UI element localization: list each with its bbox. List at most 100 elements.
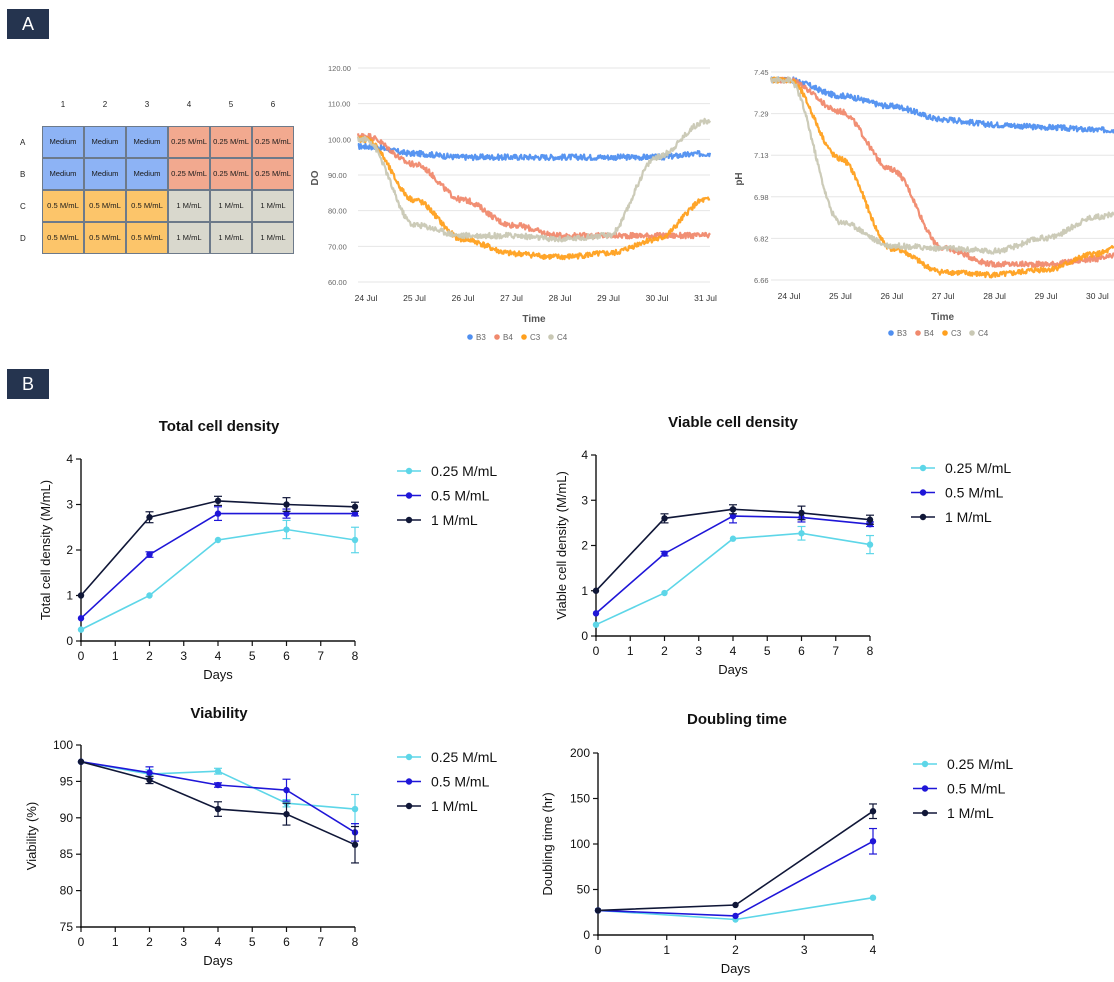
- legend-label-0-25-m-ml: 0.25 M/mL: [947, 756, 1013, 772]
- x-tick-label: 4: [870, 943, 877, 957]
- legend-marker-1-m-ml: [919, 513, 927, 521]
- x-tick-label: 25 Jul: [403, 293, 426, 303]
- data-point-1-m-ml: [283, 501, 290, 508]
- x-axis-label: Days: [203, 953, 233, 968]
- y-tick-label: 6.82: [754, 234, 769, 243]
- y-tick-label: 90.00: [328, 171, 347, 180]
- data-point-1-m-ml: [351, 841, 359, 848]
- y-tick-label: 85: [60, 847, 74, 861]
- plate-well-B1: Medium: [42, 158, 84, 190]
- series-line-b3: [770, 76, 1114, 134]
- data-point-0-5-m-ml: [661, 550, 668, 557]
- legend-marker-0-5-m-ml: [405, 778, 413, 785]
- x-tick-label: 27 Jul: [500, 293, 523, 303]
- y-tick-label: 7.45: [754, 68, 769, 77]
- panel-b-badge: B: [7, 369, 49, 399]
- legend-label-0-5-m-ml: 0.5 M/mL: [945, 485, 1004, 501]
- legend-marker-c4: [548, 334, 554, 340]
- x-tick-label: 3: [801, 943, 808, 957]
- y-tick-label: 100.00: [328, 135, 351, 144]
- viable-cell-density-chart: Viable cell density 0 1 2 3 4 0 1 2 3 4 5 6 7 8 Days Via…: [554, 414, 1011, 677]
- series-line-c3: [770, 76, 1114, 279]
- data-point-0-5-m-ml: [146, 769, 153, 776]
- x-tick-label: 27 Jul: [932, 291, 955, 301]
- data-point-0-25-m-ml: [351, 536, 359, 544]
- plate-col-header-3: 3: [144, 100, 150, 109]
- data-point-1-m-ml: [729, 506, 737, 513]
- plate-well-D4: 1 M/mL: [168, 222, 210, 254]
- legend-label-c3: C3: [530, 333, 541, 342]
- x-tick-label: 4: [215, 935, 222, 949]
- legend-marker-0-5-m-ml: [405, 492, 413, 499]
- legend-label-1-m-ml: 1 M/mL: [431, 798, 478, 814]
- y-tick-label: 75: [60, 920, 74, 934]
- series-line-c4: [356, 117, 711, 243]
- x-tick-label: 5: [249, 649, 256, 663]
- data-point-0-5-m-ml: [214, 510, 222, 517]
- legend-label-b4: B4: [924, 329, 934, 338]
- y-tick-label: 1: [66, 589, 73, 603]
- y-tick-label: 7.13: [754, 151, 769, 160]
- data-point-0-5-m-ml: [283, 786, 290, 794]
- data-point-1-m-ml: [351, 503, 359, 510]
- x-tick-label: 3: [180, 649, 187, 663]
- x-tick-label: 8: [352, 935, 359, 949]
- doubling-time-chart: Doubling time 0 50 100 150 200 0 1 2 3 4 Days Doubli…: [540, 711, 1013, 976]
- x-tick-label: 0: [595, 943, 602, 957]
- chart-title: Viability: [190, 705, 248, 722]
- legend-marker-1-m-ml: [405, 802, 413, 810]
- y-tick-label: 7.29: [754, 110, 769, 119]
- x-axis-label: Days: [721, 961, 751, 976]
- y-axis-label: Doubling time (hr): [540, 792, 555, 895]
- legend-marker-0-25-m-ml: [405, 753, 413, 761]
- x-tick-label: 26 Jul: [452, 293, 475, 303]
- series-line-0-5-m-ml: [595, 515, 871, 615]
- series-line-c4: [769, 76, 1114, 255]
- plate-well-A3: Medium: [126, 126, 168, 158]
- x-tick-label: 5: [764, 644, 771, 658]
- x-tick-label: 30 Jul: [1086, 291, 1109, 301]
- x-tick-label: 26 Jul: [880, 291, 903, 301]
- legend-marker-b3: [467, 334, 473, 340]
- legend-label-b4: B4: [503, 333, 513, 342]
- legend-label-1-m-ml: 1 M/mL: [947, 805, 994, 821]
- data-point-1-m-ml: [146, 776, 153, 784]
- legend-label-b3: B3: [476, 333, 486, 342]
- y-axis-label: Total cell density (M/mL): [38, 480, 53, 620]
- data-point-0-5-m-ml: [77, 615, 85, 622]
- x-tick-label: 6: [798, 644, 805, 658]
- x-tick-label: 29 Jul: [597, 293, 620, 303]
- plate-well-C6: 1 M/mL: [252, 190, 294, 222]
- data-point-1-m-ml: [146, 514, 153, 521]
- data-point-1-m-ml: [592, 587, 600, 594]
- data-point-0-5-m-ml: [729, 512, 737, 520]
- legend-label-c3: C3: [951, 329, 962, 338]
- x-axis-label: Time: [522, 314, 546, 325]
- y-tick-label: 100: [53, 738, 73, 752]
- y-tick-label: 0: [583, 928, 590, 942]
- plate-well-D1: 0.5 M/mL: [42, 222, 84, 254]
- viability-chart: Viability 75 80 85 90 95 100 0 1 2 3 4 5 6 7 8 Days Viabi…: [24, 705, 497, 968]
- legend-label-0-5-m-ml: 0.5 M/mL: [431, 488, 490, 504]
- legend-marker-b4: [494, 334, 500, 340]
- x-tick-label: 24 Jul: [778, 291, 801, 301]
- legend-marker-c3: [942, 330, 948, 336]
- plate-well-C2: 0.5 M/mL: [84, 190, 126, 222]
- plate-well-D3: 0.5 M/mL: [126, 222, 168, 254]
- plate-well-C5: 1 M/mL: [210, 190, 252, 222]
- legend-label-1-m-ml: 1 M/mL: [431, 512, 478, 528]
- plate-well-C1: 0.5 M/mL: [42, 190, 84, 222]
- y-tick-label: 90: [60, 811, 74, 825]
- data-point-1-m-ml: [798, 509, 805, 517]
- plate-col-header-2: 2: [102, 100, 108, 109]
- data-point-1-m-ml: [214, 805, 222, 813]
- legend-marker-0-25-m-ml: [919, 464, 927, 472]
- y-tick-label: 3: [581, 493, 588, 507]
- plate-well-B2: Medium: [84, 158, 126, 190]
- y-tick-label: 0: [66, 634, 73, 648]
- plate-well-A6: 0.25 M/mL: [252, 126, 294, 158]
- y-tick-label: 200: [570, 746, 590, 760]
- legend-marker-b4: [915, 330, 921, 336]
- plate-well-D5: 1 M/mL: [210, 222, 252, 254]
- plate-well-A2: Medium: [84, 126, 126, 158]
